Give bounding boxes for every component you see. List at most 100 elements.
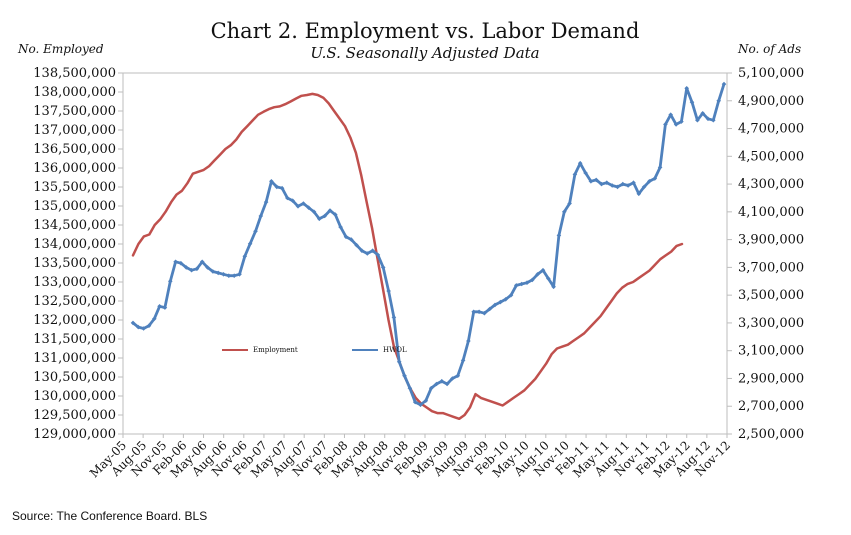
hwol-point xyxy=(396,359,402,365)
left-tick-label: 134,500,000 xyxy=(33,218,116,233)
left-tick-label: 129,500,000 xyxy=(33,408,116,423)
right-tick-label: 3,100,000 xyxy=(738,344,804,359)
right-tick-label: 4,100,000 xyxy=(738,205,804,220)
left-tick-label: 132,000,000 xyxy=(33,313,116,328)
chart: Chart 2. Employment vs. Labor Demand U.S… xyxy=(17,19,804,480)
hwol-point xyxy=(418,402,423,408)
hwol-point xyxy=(599,181,604,187)
hwol-point xyxy=(183,265,189,270)
right-tick-label: 2,500,000 xyxy=(738,427,804,442)
hwol-point xyxy=(162,305,168,310)
hwol-point xyxy=(487,306,492,312)
hwol-point xyxy=(641,184,647,190)
hwol-point xyxy=(647,179,652,184)
hwol-point xyxy=(572,172,578,177)
right-tick-label: 3,700,000 xyxy=(738,260,804,275)
hwol-point xyxy=(237,272,242,277)
hwol-point xyxy=(279,185,285,191)
hwol-point xyxy=(290,198,295,203)
hwol-point xyxy=(684,86,689,91)
hwol-point xyxy=(540,267,546,273)
legend-label-hwol: HWOL xyxy=(383,346,407,354)
legend-label-employment: Employment xyxy=(253,346,298,354)
right-tick-label: 3,300,000 xyxy=(738,316,804,331)
hwol-point xyxy=(274,184,280,190)
hwol-point xyxy=(285,195,290,201)
hwol-point xyxy=(263,199,269,205)
hwol-point xyxy=(359,248,365,253)
hwol-point xyxy=(423,398,429,403)
hwol-point xyxy=(168,279,173,284)
hwol-point xyxy=(562,209,567,215)
hwol-point xyxy=(349,237,354,242)
hwol-point xyxy=(700,111,705,116)
hwol-point xyxy=(338,224,343,230)
hwol-point xyxy=(631,180,636,185)
hwol-point xyxy=(380,265,386,270)
x-axis-ticks: May-05Aug-05Nov-05Feb-06May-06Aug-06Nov-… xyxy=(87,434,733,480)
hwol-point xyxy=(455,373,461,378)
hwol-point xyxy=(295,204,301,209)
hwol-point xyxy=(577,160,583,166)
hwol-point xyxy=(652,176,658,181)
hwol-point xyxy=(716,98,721,104)
left-tick-label: 134,000,000 xyxy=(33,237,116,252)
hwol-point xyxy=(178,260,184,266)
left-tick-label: 137,000,000 xyxy=(33,123,116,138)
left-tick-label: 130,500,000 xyxy=(33,370,116,385)
left-tick-label: 136,500,000 xyxy=(33,142,116,157)
hwol-point xyxy=(210,269,216,274)
hwol-point xyxy=(673,122,679,127)
left-axis-ticks: 138,500,000 138,000,000 137,500,000 137,000… xyxy=(33,66,123,442)
hwol-point xyxy=(508,292,514,298)
hwol-point xyxy=(221,272,226,277)
hwol-point xyxy=(679,119,684,124)
hwol-point xyxy=(460,358,466,363)
hwol-point xyxy=(391,315,397,320)
hwol-point xyxy=(189,267,194,273)
hwol-point xyxy=(402,373,407,378)
hwol-series-line xyxy=(131,82,726,407)
series-layer xyxy=(130,81,727,421)
hwol-point xyxy=(194,266,200,272)
hwol-point xyxy=(258,213,264,219)
chart-title: Chart 2. Employment vs. Labor Demand xyxy=(211,19,640,43)
hwol-point xyxy=(231,273,237,278)
hwol-point xyxy=(215,270,221,276)
left-tick-label: 135,000,000 xyxy=(33,199,116,214)
left-tick-label: 137,500,000 xyxy=(33,104,116,119)
hwol-point xyxy=(386,288,391,294)
hwol-point xyxy=(503,297,508,302)
hwol-point xyxy=(365,251,370,256)
left-tick-label: 136,000,000 xyxy=(33,161,116,176)
left-tick-label: 131,000,000 xyxy=(33,351,116,366)
chart-subtitle: U.S. Seasonally Adjusted Data xyxy=(310,44,539,62)
hwol-point xyxy=(498,299,503,305)
hwol-point xyxy=(130,320,136,326)
hwol-point xyxy=(492,302,498,308)
hwol-point xyxy=(444,381,450,387)
hwol-point xyxy=(482,310,487,316)
left-axis-title: No. Employed xyxy=(17,42,104,56)
hwol-point xyxy=(226,273,232,278)
hwol-point xyxy=(567,201,572,206)
left-tick-label: 131,500,000 xyxy=(33,332,116,347)
left-tick-label: 133,500,000 xyxy=(33,256,116,271)
right-axis-title: No. of Ads xyxy=(737,42,801,56)
hwol-point xyxy=(407,385,413,391)
hwol-point xyxy=(615,184,620,190)
right-tick-label: 4,300,000 xyxy=(738,177,804,192)
hwol-point xyxy=(636,191,642,197)
hwol-point xyxy=(695,117,700,123)
hwol-point xyxy=(311,209,317,215)
left-tick-label: 132,500,000 xyxy=(33,294,116,309)
hwol-point xyxy=(620,181,626,187)
right-tick-label: 3,500,000 xyxy=(738,288,804,303)
hwol-point xyxy=(428,385,434,391)
hwol-point xyxy=(551,284,556,290)
hwol-point xyxy=(668,112,673,118)
hwol-point xyxy=(247,241,253,247)
hwol-point xyxy=(625,183,631,188)
hwol-point xyxy=(439,378,445,384)
hwol-point xyxy=(269,179,274,184)
